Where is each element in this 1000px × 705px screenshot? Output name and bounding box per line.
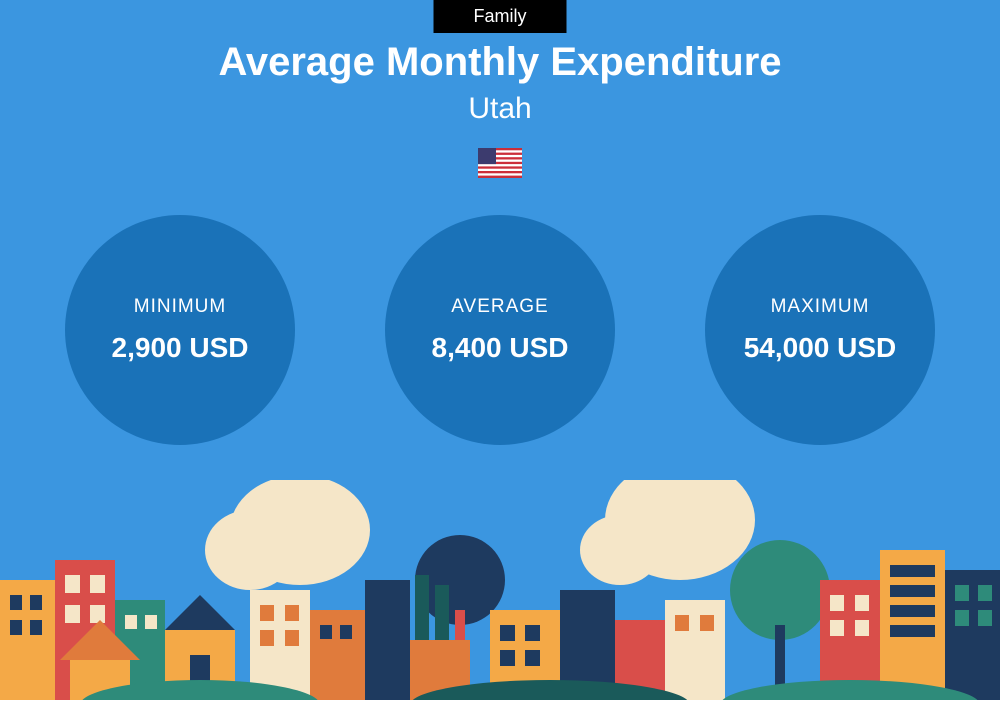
stats-row: MINIMUM 2,900 USD AVERAGE 8,400 USD MAXI… <box>0 215 1000 445</box>
stat-label: MAXIMUM <box>771 296 870 318</box>
stat-value: 54,000 USD <box>744 332 897 364</box>
cityscape-illustration <box>0 480 1000 700</box>
location-subtitle: Utah <box>0 92 1000 126</box>
stat-label: AVERAGE <box>451 296 548 318</box>
stat-value: 8,400 USD <box>432 332 569 364</box>
stat-circle-average: AVERAGE 8,400 USD <box>385 215 615 445</box>
stat-circle-maximum: MAXIMUM 54,000 USD <box>705 215 935 445</box>
category-tag: Family <box>434 0 567 33</box>
stat-label: MINIMUM <box>134 296 226 318</box>
page-title: Average Monthly Expenditure <box>0 40 1000 85</box>
stat-circle-minimum: MINIMUM 2,900 USD <box>65 215 295 445</box>
stat-value: 2,900 USD <box>112 332 249 364</box>
us-flag-icon <box>478 148 522 178</box>
